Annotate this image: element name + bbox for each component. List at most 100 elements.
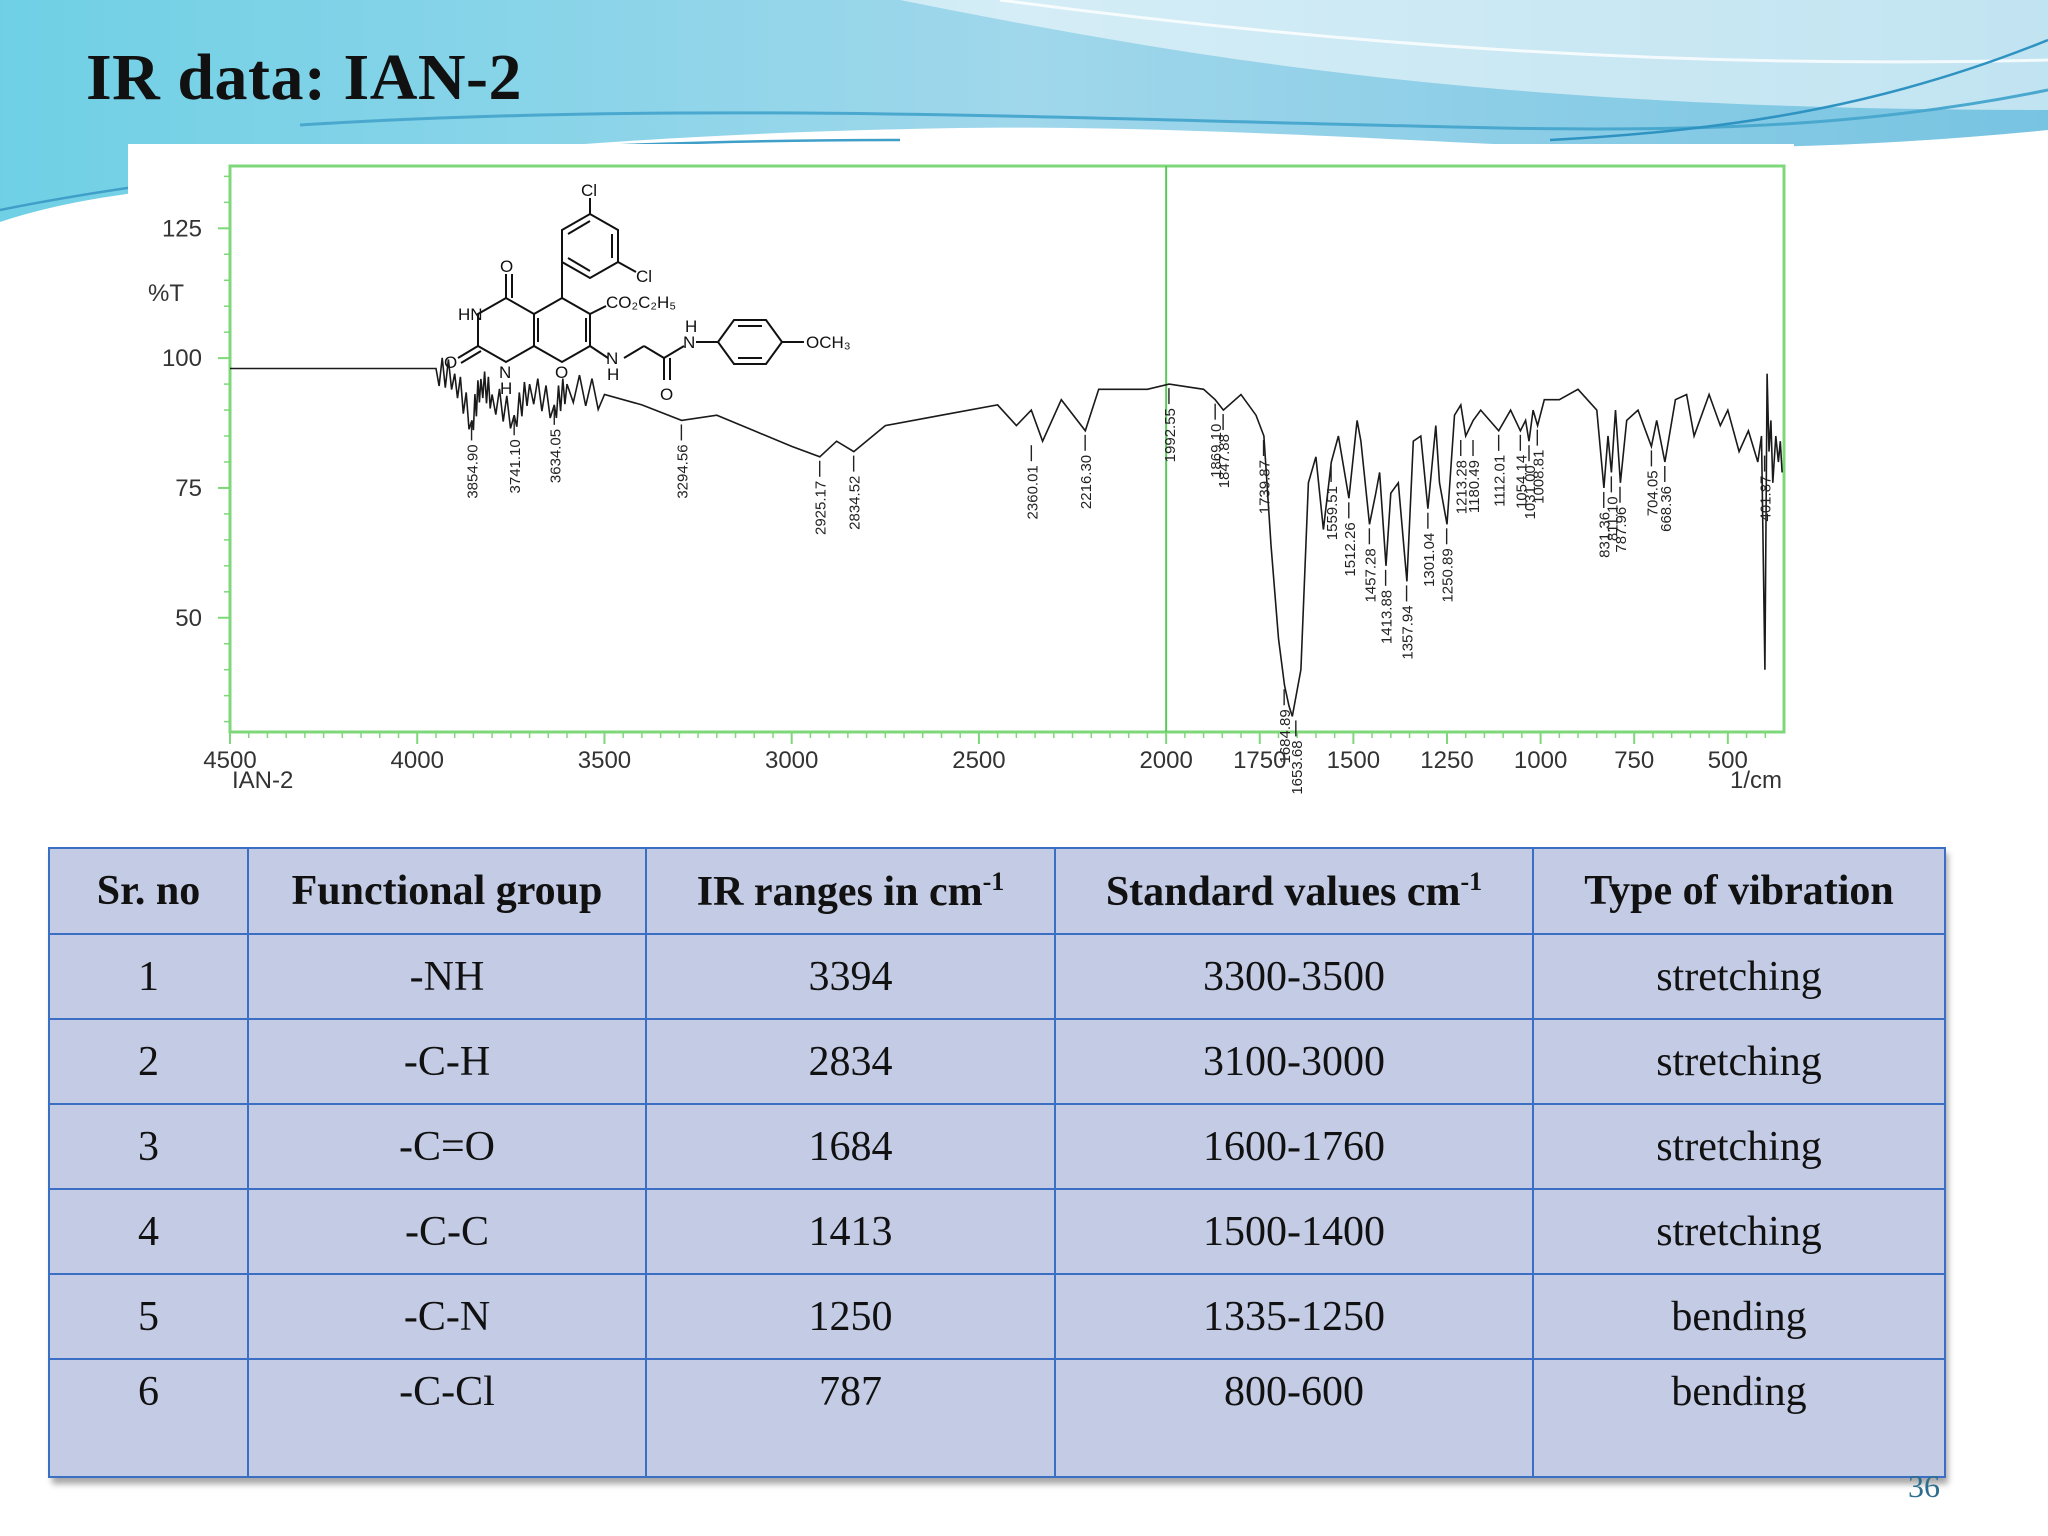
header-text: IR ranges in cm xyxy=(696,868,983,915)
peak-label: 1684.89 xyxy=(1277,709,1294,763)
label-nh-bottom: H xyxy=(500,379,512,398)
peak-label: 2360.01 xyxy=(1024,465,1041,519)
table-cell: 1684 xyxy=(645,1103,1056,1190)
chemical-structure xyxy=(457,198,804,380)
axis-ticks xyxy=(218,175,1767,744)
label-cl-ortho: Cl xyxy=(636,267,652,286)
peak-label: 1112.01 xyxy=(1492,455,1509,507)
page-number: 36 xyxy=(1908,1468,1940,1504)
peak-label: 1992.55 xyxy=(1162,408,1179,462)
table-cell: 3394 xyxy=(645,933,1056,1020)
table-row: 1 -NH 3394 3300-3500 stretching xyxy=(48,933,1946,1020)
table-cell: 2834 xyxy=(645,1018,1056,1105)
table-cell: -C-N xyxy=(247,1273,647,1360)
y-axis-label: %T xyxy=(148,280,184,307)
table-cell: -NH xyxy=(247,933,647,1020)
peak-label: 668.36 xyxy=(1658,486,1675,532)
x-tick-label: 4000 xyxy=(391,747,444,774)
table-cell: 1600-1760 xyxy=(1054,1103,1534,1190)
table-cell: 787 xyxy=(645,1358,1056,1478)
table-cell: 2 xyxy=(48,1018,249,1105)
label-n-ring: N xyxy=(499,363,511,382)
table-cell: 800-600 xyxy=(1054,1358,1534,1478)
table-header-cell: Standard values cm-1 xyxy=(1054,847,1534,935)
table-row: 6 -C-Cl 787 800-600 bending xyxy=(48,1358,1946,1478)
table-cell: -C-Cl xyxy=(247,1358,647,1478)
peak-label: 2925.17 xyxy=(813,481,830,535)
header-text: Sr. no xyxy=(96,868,201,914)
peak-label: 1559.51 xyxy=(1324,486,1341,540)
label-cl-top: Cl xyxy=(581,181,597,200)
peak-label: 1180.49 xyxy=(1466,460,1483,513)
header-superscript: -1 xyxy=(1460,866,1483,896)
header-text: Type of vibration xyxy=(1584,868,1894,914)
table-cell: 1335-1250 xyxy=(1054,1273,1534,1360)
table-cell: stretching xyxy=(1532,933,1946,1020)
label-methoxy: OCH₃ xyxy=(806,333,851,352)
label-o-top: O xyxy=(500,257,513,276)
peak-label: 1847.88 xyxy=(1216,434,1233,488)
table-cell: -C=O xyxy=(247,1103,647,1190)
table-header-cell: Sr. no xyxy=(48,847,249,935)
x-tick-label: 3000 xyxy=(765,747,818,774)
peak-label: 1413.88 xyxy=(1379,590,1396,644)
peak-label: 1457.28 xyxy=(1362,548,1379,602)
x-tick-label: 1000 xyxy=(1514,747,1567,774)
ir-spectrum-panel: 3854.90 3741.10 3634.05 3294.56 2925.17 2834.… xyxy=(128,144,1794,796)
peak-label: 831.36 xyxy=(1597,512,1614,558)
peak-labels: 3854.90 3741.10 3634.05 3294.56 2925.17 2834.… xyxy=(465,388,1775,795)
y-tick-label: 125 xyxy=(162,215,202,242)
table-header-row: Sr. no Functional group IR ranges in cm-1 S… xyxy=(48,847,1946,935)
table-header-cell: Type of vibration xyxy=(1532,847,1946,935)
table-cell: 3300-3500 xyxy=(1054,933,1534,1020)
table-cell: bending xyxy=(1532,1358,1946,1478)
peak-label: 1008.81 xyxy=(1530,450,1547,504)
y-tick-label: 100 xyxy=(162,345,202,372)
label-n-chain: N xyxy=(606,349,618,368)
table-cell: bending xyxy=(1532,1273,1946,1360)
table-body: 1 -NH 3394 3300-3500 stretching 2 -C-H 2834 3100… xyxy=(48,933,1946,1478)
peak-label: 704.05 xyxy=(1644,470,1661,516)
ir-data-table: Sr. no Functional group IR ranges in cm-1 S… xyxy=(48,847,1946,1478)
slide-title: IR data: IAN-2 xyxy=(86,41,522,114)
header-text: Functional group xyxy=(291,868,603,914)
label-o-left: O xyxy=(444,353,457,372)
table-header-cell: IR ranges in cm-1 xyxy=(645,847,1056,935)
peak-label: 3741.10 xyxy=(507,439,524,493)
table-row: 3 -C=O 1684 1600-1760 stretching xyxy=(48,1103,1946,1190)
x-tick-label: 3500 xyxy=(578,747,631,774)
table-row: 5 -C-N 1250 1335-1250 bending xyxy=(48,1273,1946,1360)
label-o-carbonyl: O xyxy=(660,385,673,404)
peak-label: 2216.30 xyxy=(1078,455,1095,509)
peak-label: 1739.87 xyxy=(1257,460,1274,514)
table-cell: 5 xyxy=(48,1273,249,1360)
table-row: 4 -C-C 1413 1500-1400 stretching xyxy=(48,1188,1946,1275)
peak-label: 3854.90 xyxy=(465,444,482,498)
table-cell: 6 xyxy=(48,1358,249,1478)
header-wave-decoration xyxy=(0,0,2048,222)
table-cell: 3100-3000 xyxy=(1054,1018,1534,1105)
label-hn: HN xyxy=(458,305,483,324)
table-cell: stretching xyxy=(1532,1018,1946,1105)
x-tick-label: 1250 xyxy=(1420,747,1473,774)
peak-label: 1301.04 xyxy=(1421,533,1438,587)
label-ester: CO₂C₂H₅ xyxy=(606,293,676,312)
x-tick-label: 1750 xyxy=(1233,747,1286,774)
peak-label: 3294.56 xyxy=(674,444,691,498)
peak-label: 811.10 xyxy=(1604,496,1621,541)
x-axis-label: 1/cm xyxy=(1730,767,1782,794)
sample-label: IAN-2 xyxy=(232,767,293,794)
y-tick-label: 75 xyxy=(175,475,202,502)
axis-labels: 4500 4000 3500 3000 2500 2000 1750 1500 1250 1000… xyxy=(148,215,1782,794)
plot-frame xyxy=(228,164,1786,734)
table-cell: 1250 xyxy=(645,1273,1056,1360)
table-cell: 1 xyxy=(48,933,249,1020)
peak-label: 1653.68 xyxy=(1289,740,1306,794)
spectrum-trace xyxy=(230,357,1783,717)
x-tick-label: 500 xyxy=(1708,747,1748,774)
table-cell: 4 xyxy=(48,1188,249,1275)
table-cell: stretching xyxy=(1532,1188,1946,1275)
label-n-amide: N xyxy=(683,333,695,352)
peak-label: 1869.10 xyxy=(1208,424,1225,478)
peak-label: 1512.26 xyxy=(1342,522,1359,576)
